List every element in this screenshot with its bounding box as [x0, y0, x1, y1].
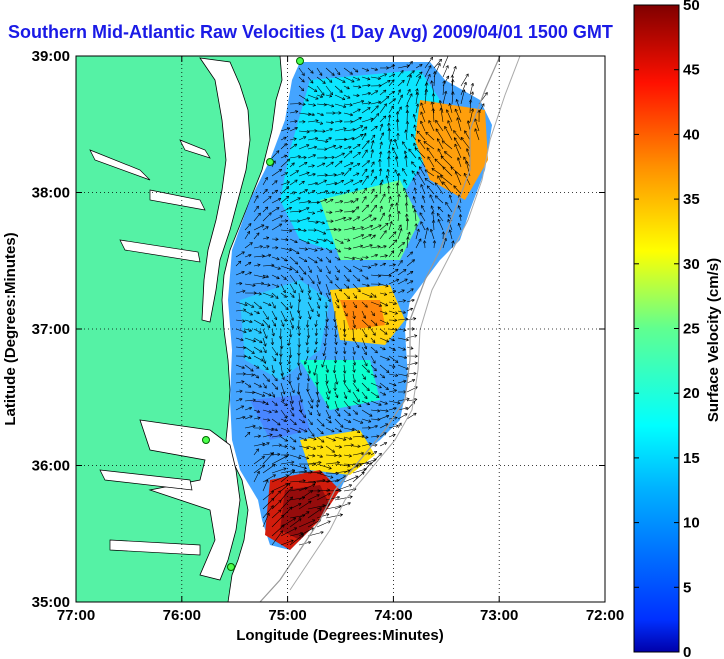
colorbar-tick-label: 30	[683, 256, 700, 273]
colorbar-tick-label: 5	[683, 579, 691, 596]
colorbar-label: Surface Velocity (cm/s)	[705, 258, 722, 422]
x-axis: 77:00 76:00 75:00 74:00 73:00 72:00	[57, 56, 624, 624]
y-tick-label: 36:00	[32, 458, 70, 475]
x-axis-label: Longitude (Degrees:Minutes)	[236, 627, 444, 644]
colorbar-tick-label: 20	[683, 385, 700, 402]
colorbar	[633, 4, 680, 653]
colorbar-ticks: 0 5 10 15 20 25 30 35 40 45 50	[634, 0, 700, 659]
colorbar-tick-label: 10	[683, 515, 700, 532]
x-tick-label: 77:00	[57, 607, 95, 624]
map-title: Southern Mid-Atlantic Raw Velocities (1 …	[8, 22, 613, 42]
y-tick-label: 38:00	[32, 185, 70, 202]
y-axis-label: Latitude (Degrees:Minutes)	[2, 232, 19, 425]
x-tick-label: 72:00	[586, 607, 624, 624]
x-tick-label: 75:00	[268, 607, 306, 624]
y-tick-label: 37:00	[32, 321, 70, 338]
pamlico-sound	[139, 419, 241, 581]
velocity-arrows	[235, 56, 488, 546]
radar-stations	[202, 57, 304, 571]
chesapeake-bay	[199, 57, 251, 323]
y-axis: 39:00 38:00 37:00 36:00 35:00	[32, 48, 605, 611]
x-tick-label: 76:00	[163, 607, 201, 624]
colorbar-tick-label: 40	[683, 126, 700, 143]
colorbar-tick-label: 25	[683, 321, 700, 338]
velocity-field	[228, 62, 492, 550]
x-tick-label: 74:00	[374, 607, 412, 624]
colorbar-tick-label: 0	[683, 644, 691, 659]
colorbar-tick-label: 15	[683, 450, 700, 467]
colorbar-tick-label: 35	[683, 191, 700, 208]
y-tick-label: 39:00	[32, 48, 70, 65]
x-tick-label: 73:00	[480, 607, 518, 624]
colorbar-tick-label: 45	[683, 62, 700, 79]
colorbar-tick-label: 50	[683, 0, 700, 14]
y-tick-label: 35:00	[32, 594, 70, 611]
